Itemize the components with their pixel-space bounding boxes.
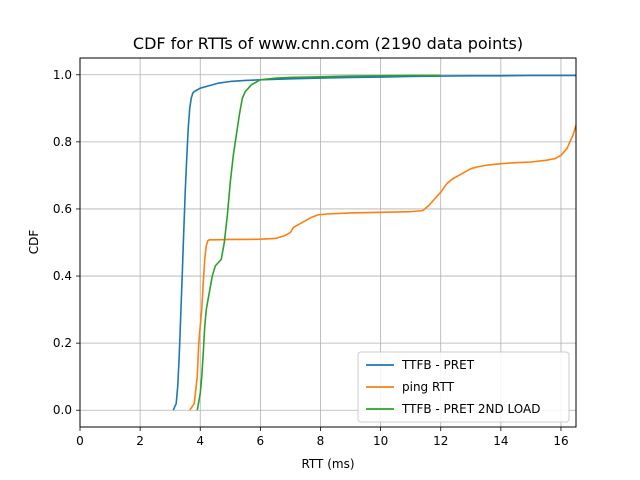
x-tick-label: 16 [553, 434, 568, 448]
y-tick-label: 1.0 [53, 68, 72, 82]
series-lines [172, 74, 576, 411]
x-tick-label: 4 [196, 434, 204, 448]
series-line-3 [196, 74, 441, 411]
x-tick-label: 12 [433, 434, 448, 448]
y-tick-label: 0.0 [53, 403, 72, 417]
x-tick-label: 8 [317, 434, 325, 448]
legend-label: ping RTT [402, 380, 455, 394]
plot-frame [79, 57, 577, 428]
y-tick-label: 0.8 [53, 135, 72, 149]
y-axis-label: CDF [27, 230, 41, 255]
legend: TTFB - PRET ping RTT TTFB - PRET 2ND LOAD [357, 351, 570, 423]
x-tick-label: 2 [136, 434, 144, 448]
chart-title: CDF for RTTs of www.cnn.com (2190 data p… [133, 34, 523, 53]
legend-label: TTFB - PRET [401, 358, 475, 372]
y-tick-label: 0.4 [53, 269, 72, 283]
x-axis-label: RTT (ms) [301, 457, 354, 471]
x-tick-label: 0 [76, 434, 84, 448]
axis-ticks: 0 2 4 6 8 10 12 14 16 0.0 0.2 0.4 0.6 0.8 1.0 [53, 68, 569, 448]
series-line-2 [189, 124, 576, 411]
legend-label: TTFB - PRET 2ND LOAD [401, 402, 540, 416]
x-tick-label: 6 [257, 434, 265, 448]
y-tick-label: 0.6 [53, 202, 72, 216]
y-tick-label: 0.2 [53, 336, 72, 350]
x-tick-label: 14 [493, 434, 508, 448]
legend-box [357, 351, 570, 423]
x-tick-label: 10 [373, 434, 388, 448]
